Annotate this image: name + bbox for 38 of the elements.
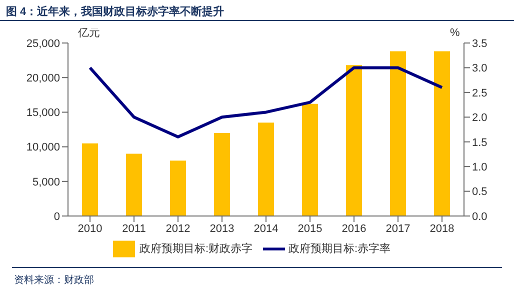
- x-tick-label: 2016: [342, 222, 366, 235]
- y2-tick-label: 0.0: [472, 210, 488, 223]
- y2-tick-label: 3.5: [472, 38, 488, 50]
- x-tick-label: 2014: [254, 222, 278, 235]
- y2-tick-label: 1.0: [472, 161, 488, 174]
- x-tick-label: 2018: [430, 222, 454, 235]
- bar: [258, 122, 274, 216]
- y-tick-label: 10,000: [26, 142, 60, 154]
- y2-tick-label: 3.0: [472, 62, 488, 75]
- legend-label: 政府预期目标:赤字率: [288, 242, 391, 255]
- x-tick-label: 2013: [210, 222, 234, 235]
- bar: [170, 160, 186, 216]
- x-tick-label: 2010: [78, 222, 102, 235]
- x-tick-label: 2017: [386, 222, 410, 235]
- y2-axis-title: %: [450, 27, 460, 40]
- bar: [434, 51, 450, 216]
- legend-label: 政府预期目标:财政赤字: [139, 242, 252, 255]
- x-tick-label: 2011: [122, 222, 146, 235]
- y-tick-label: 0: [54, 210, 60, 223]
- text: 资料来源：财政部: [14, 274, 94, 287]
- x-tick-label: 2012: [166, 222, 190, 235]
- y-tick-label: 20,000: [26, 72, 60, 85]
- bar: [346, 65, 362, 216]
- y2-tick-label: 0.5: [472, 186, 488, 198]
- bar: [302, 104, 318, 216]
- y-tick-label: 15,000: [26, 107, 60, 120]
- x-tick-label: 2015: [298, 222, 322, 235]
- y2-tick-label: 2.0: [472, 112, 488, 124]
- y-tick-label: 25,000: [26, 38, 60, 50]
- chart-title: 图 4：近年来，我国财政目标赤字率不断提升: [6, 4, 224, 19]
- line-series: [88, 66, 444, 138]
- bar: [82, 143, 98, 216]
- bar: [214, 132, 230, 216]
- bar: [390, 51, 406, 216]
- y2-tick-label: 2.5: [472, 87, 488, 100]
- y2-tick-label: 1.5: [472, 136, 488, 149]
- bar: [126, 154, 142, 216]
- y-tick-label: 5,000: [32, 176, 60, 188]
